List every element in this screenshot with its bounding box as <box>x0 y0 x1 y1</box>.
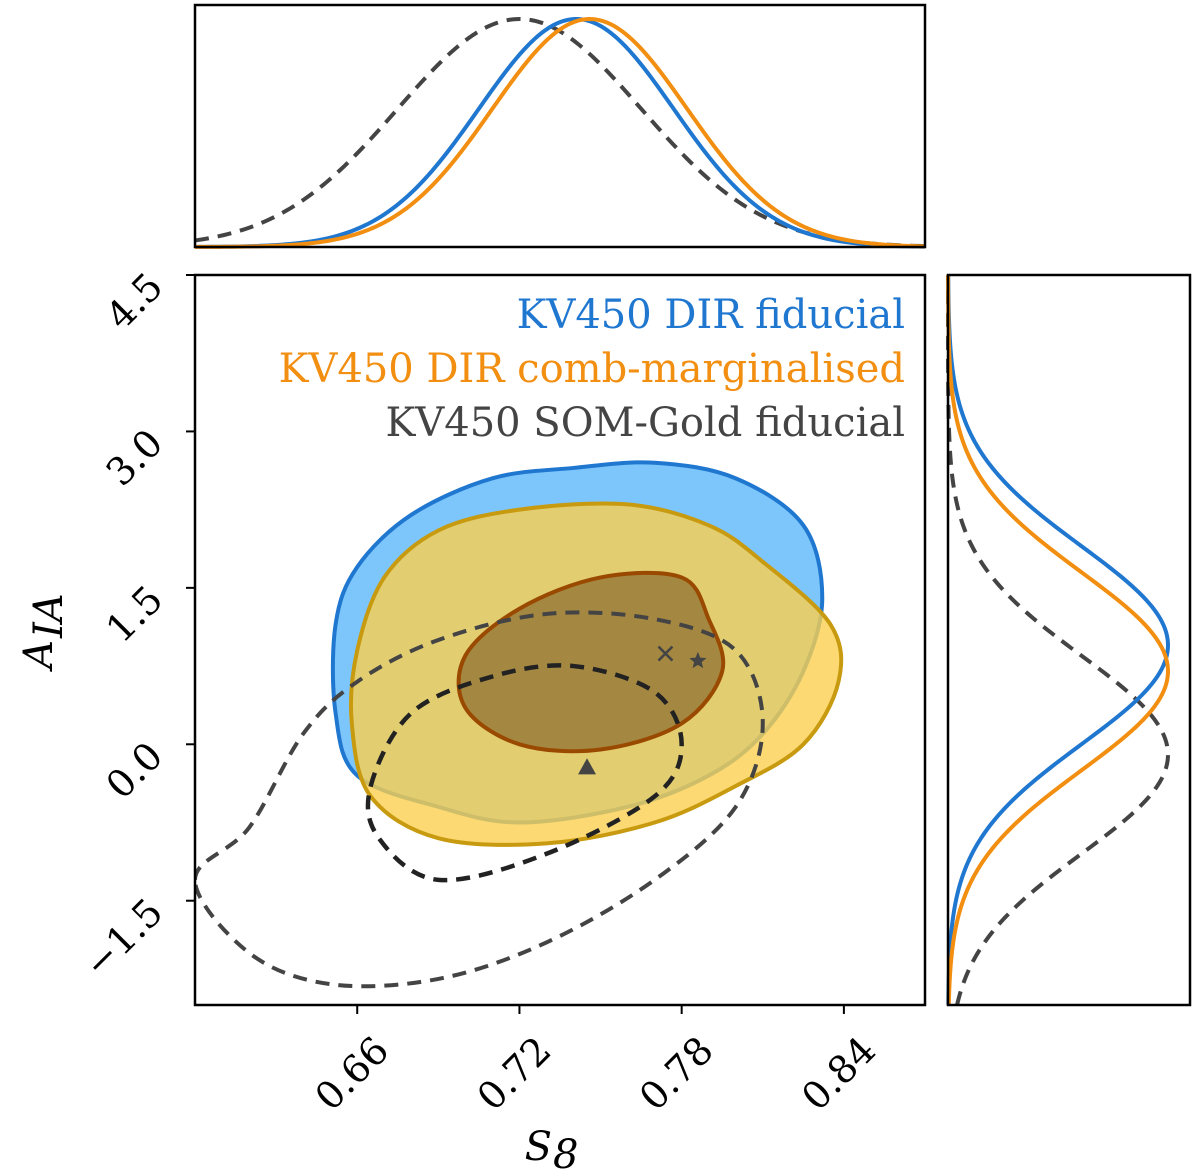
som-gold-s8-marginal <box>194 17 926 249</box>
main-frame <box>193 273 927 1007</box>
som-gold-aia-marginal <box>946 275 1170 1006</box>
contour-group <box>195 460 844 989</box>
comb-marginalised-best-fit-x <box>657 645 674 662</box>
y-tick-label: −1.5 <box>75 890 171 986</box>
dir-fiducial-s8-marginal <box>194 17 926 249</box>
comb-marginalised-aia-marginal <box>946 274 1170 1006</box>
comb-marginalised-s8-marginal <box>194 17 926 249</box>
legend-entry-dir-comb-marginalised: KV450 DIR comb-marginalised <box>279 346 905 392</box>
som-gold-best-fit-triangle <box>578 758 597 775</box>
som-gold-contour-68 <box>365 663 684 883</box>
y-tick-label: 1.5 <box>98 577 172 651</box>
y-tick-label: 3.0 <box>98 421 172 495</box>
x-tick-label: 0.72 <box>469 1028 560 1119</box>
x-axis-label: S 8 <box>525 1124 579 1174</box>
dir-fiducial-best-fit-star <box>689 651 707 669</box>
y-axis-label-main: A <box>16 640 62 673</box>
legend-entry-som-gold-fiducial: KV450 SOM-Gold fiducial <box>385 400 905 446</box>
y-axis-label-sub: IA <box>26 593 72 639</box>
x-axis-label-sub: 8 <box>553 1132 578 1174</box>
x-tick-label: 0.84 <box>793 1028 884 1119</box>
legend-entry-dir-fiducial: KV450 DIR fiducial <box>517 292 905 338</box>
y-axis-label: A IA <box>16 593 72 673</box>
y-tick-label: 0.0 <box>98 734 172 808</box>
top-frame <box>193 3 927 249</box>
y-tick-label: 4.5 <box>98 264 172 338</box>
som-gold-contour-95 <box>195 610 765 989</box>
legend: KV450 DIR fiducial KV450 DIR comb-margin… <box>279 292 905 446</box>
x-tick-label: 0.78 <box>631 1028 722 1119</box>
x-axis-label-main: S <box>525 1124 552 1170</box>
joint-contour-panel: 0.66 0.72 0.78 0.84 −1.5 0.0 1.5 3.0 4.5 <box>75 264 927 1119</box>
x-tick-label: 0.66 <box>306 1028 397 1119</box>
dir-fiducial-aia-marginal <box>946 274 1170 1006</box>
right-frame <box>946 273 1192 1007</box>
s8-marginal-panel <box>193 3 927 249</box>
aia-marginal-panel <box>946 273 1192 1007</box>
